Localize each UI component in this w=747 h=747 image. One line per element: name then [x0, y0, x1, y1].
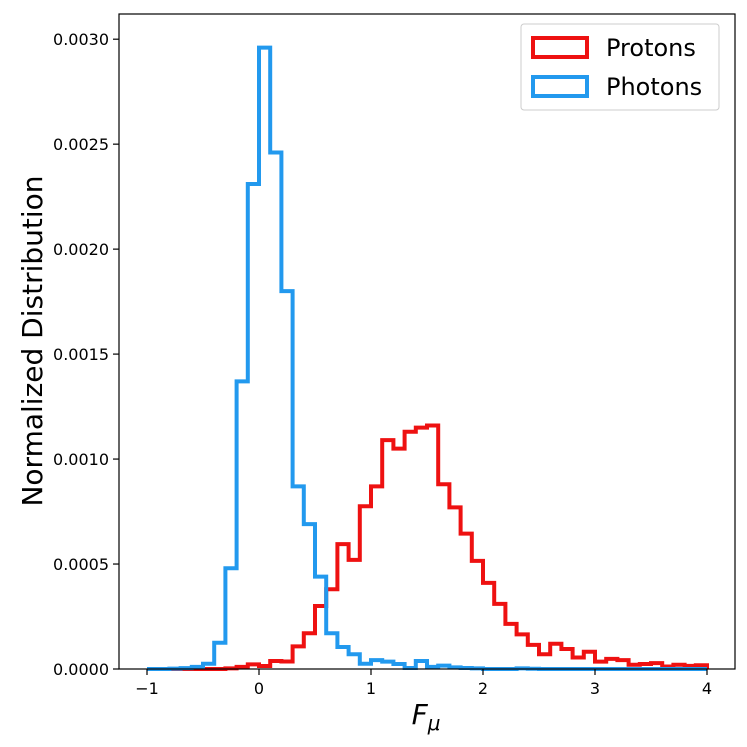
legend-swatch-photons: [531, 75, 589, 98]
y-tick-label: 0.0010: [53, 450, 109, 469]
x-tick-label: −1: [135, 679, 159, 698]
y-tick-label: 0.0000: [53, 660, 109, 679]
x-axis-label-main: F: [412, 698, 429, 731]
x-axis-ticks: −1 0 1 2 3 4: [135, 669, 712, 698]
legend-frame: [520, 23, 720, 111]
legend-swatch-protons: [531, 36, 589, 59]
histogram-protons: [147, 423, 709, 671]
x-tick-label: 4: [702, 679, 712, 698]
legend-label-photons: Photons: [606, 73, 702, 101]
legend-label-protons: Protons: [606, 34, 696, 62]
plot-frame: [118, 13, 736, 670]
x-tick-label: 2: [478, 679, 488, 698]
x-axis-label-subscript: μ: [427, 711, 441, 735]
y-tick-label: 0.0015: [53, 345, 109, 364]
x-axis-label: Fμ: [412, 698, 441, 735]
y-tick-label: 0.0025: [53, 135, 109, 154]
series-layer: [147, 45, 709, 671]
y-tick-label: 0.0005: [53, 555, 109, 574]
x-tick-label: 3: [590, 679, 600, 698]
y-axis-ticks: 0.0000 0.0005 0.0010 0.0015 0.0020 0.0025 0.00…: [53, 30, 119, 679]
y-axis-label: Normalized Distribution: [16, 175, 49, 506]
x-tick-label: 0: [254, 679, 264, 698]
legend: Protons Photons: [520, 23, 720, 111]
y-tick-label: 0.0030: [53, 30, 109, 49]
histogram-photons: [147, 45, 707, 671]
y-tick-label: 0.0020: [53, 240, 109, 259]
x-tick-label: 1: [366, 679, 376, 698]
